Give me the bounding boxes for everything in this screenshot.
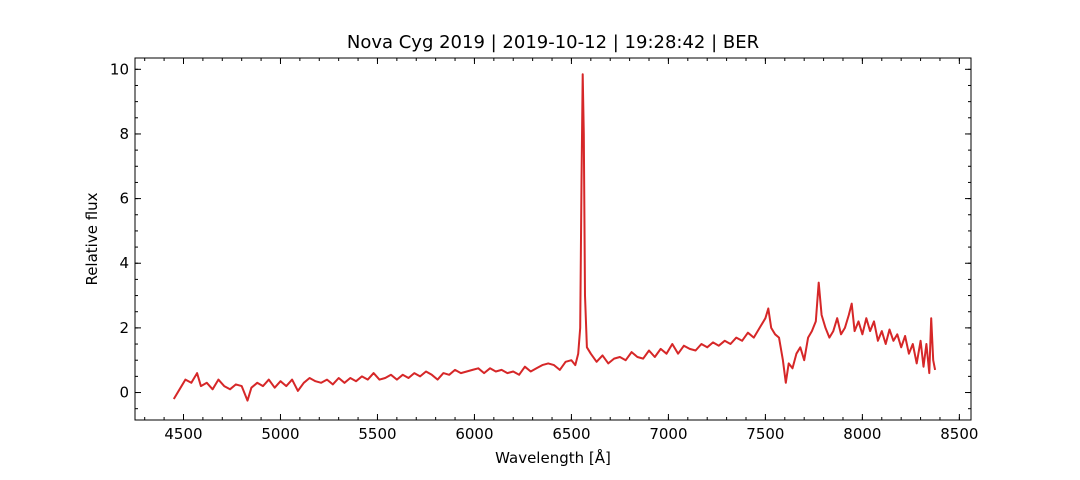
axis-ticks: 4500 5000 5500 6000 6500 7000 7500 8000 8500 0 2 4 6… <box>110 58 978 443</box>
x-tick-label: 7500 <box>746 425 784 443</box>
plot-frame <box>134 57 972 421</box>
y-axis-label: Relative flux <box>83 192 101 285</box>
x-tick-label: 5000 <box>261 425 299 443</box>
x-axis-label: Wavelength [Å] <box>495 448 611 467</box>
y-tick-label: 8 <box>119 125 129 143</box>
x-tick-label: 7000 <box>649 425 687 443</box>
y-tick-label: 10 <box>110 60 129 78</box>
y-tick-label: 2 <box>119 319 129 337</box>
y-tick-label: 4 <box>119 254 129 272</box>
x-tick-label: 5500 <box>358 425 396 443</box>
chart-title: Nova Cyg 2019 | 2019-10-12 | 19:28:42 | … <box>347 32 759 53</box>
x-tick-label: 6000 <box>455 425 493 443</box>
spectrum-line <box>172 73 937 402</box>
x-tick-label: 8000 <box>843 425 881 443</box>
x-tick-label: 6500 <box>552 425 590 443</box>
y-tick-label: 0 <box>119 384 129 402</box>
y-tick-label: 6 <box>119 190 129 208</box>
x-tick-label: 4500 <box>164 425 202 443</box>
x-tick-label: 8500 <box>940 425 978 443</box>
